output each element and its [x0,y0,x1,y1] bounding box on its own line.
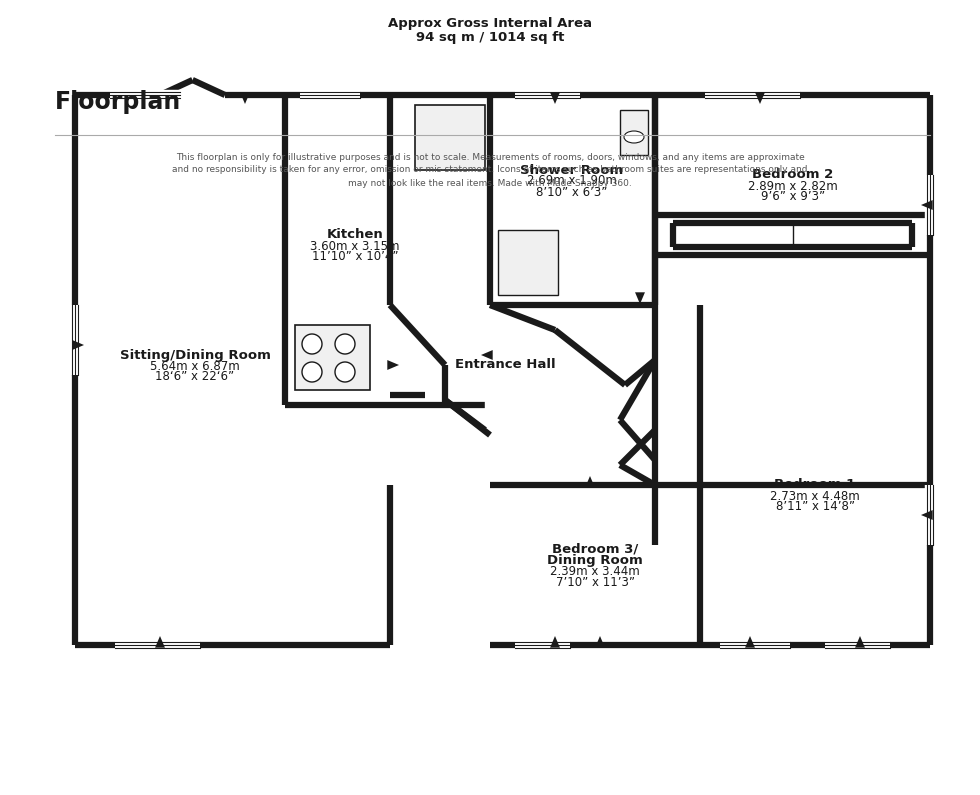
Text: This floorplan is only for illustrative purposes and is not to scale. Measuremen: This floorplan is only for illustrative … [175,153,805,161]
Text: Dining Room: Dining Room [547,554,643,567]
Polygon shape [550,92,560,104]
Text: 2.69m x 1.90m: 2.69m x 1.90m [527,174,617,188]
Text: 7’10” x 11’3”: 7’10” x 11’3” [556,576,634,589]
Bar [490,95,655,305]
Text: 2.73m x 4.48m: 2.73m x 4.48m [770,490,859,502]
Circle shape [335,362,355,382]
Text: Bedroom 2: Bedroom 2 [753,169,834,181]
Bar [498,230,558,295]
Polygon shape [755,92,765,104]
Polygon shape [387,360,399,370]
Text: 8’10” x 6’3”: 8’10” x 6’3” [536,185,608,199]
Bar [655,95,930,215]
Text: 2.39m x 3.44m: 2.39m x 3.44m [550,565,640,578]
Text: Approx Gross Internal Area: Approx Gross Internal Area [388,17,592,29]
Bar [75,95,390,645]
Text: 94 sq m / 1014 sq ft: 94 sq m / 1014 sq ft [416,30,564,44]
Polygon shape [921,510,933,520]
Polygon shape [73,340,84,350]
Circle shape [302,334,322,354]
Text: 5.64m x 6.87m: 5.64m x 6.87m [150,359,240,373]
Polygon shape [921,200,933,210]
Polygon shape [240,92,250,104]
Polygon shape [385,92,395,104]
Bar [655,95,930,305]
Text: 18‘6” x 22‘6”: 18‘6” x 22‘6” [156,370,234,383]
Bar [655,215,930,255]
Polygon shape [481,350,493,360]
Text: Floorplan: Floorplan [55,90,181,114]
Polygon shape [155,636,165,648]
Text: Kitchen: Kitchen [326,228,383,242]
Circle shape [302,362,322,382]
Polygon shape [855,636,865,648]
Text: Bedroom 1: Bedroom 1 [774,479,856,491]
Polygon shape [585,476,595,487]
Bar [415,105,485,170]
Text: 3.60m x 3.15m: 3.60m x 3.15m [311,239,400,253]
Polygon shape [595,636,605,648]
Bar [285,95,490,405]
Bar [390,305,655,485]
Text: Bedroom 3/: Bedroom 3/ [552,543,638,556]
Bar [295,325,370,390]
Text: 8’11” x 14’8”: 8’11” x 14’8” [775,501,855,514]
Bar [490,485,700,645]
Polygon shape [745,636,755,648]
Text: 2.89m x 2.82m: 2.89m x 2.82m [748,180,838,192]
Text: Sitting/Dining Room: Sitting/Dining Room [120,348,270,362]
Text: Shower Room: Shower Room [520,164,623,176]
Text: and no responsibility is taken for any error, omission or mis-statement. Icons o: and no responsibility is taken for any e… [172,165,808,174]
Text: 9’6” x 9’3”: 9’6” x 9’3” [760,191,825,204]
Text: may not look like the real items. Made with Made Snappy 360.: may not look like the real items. Made w… [348,179,632,188]
Text: Entrance Hall: Entrance Hall [455,359,556,371]
Circle shape [335,334,355,354]
Polygon shape [550,636,560,648]
Text: 11’10” x 10’4”: 11’10” x 10’4” [312,250,398,263]
Ellipse shape [624,131,644,143]
Polygon shape [390,305,445,395]
Bar [620,110,648,155]
Polygon shape [635,293,645,304]
Bar [700,305,930,645]
